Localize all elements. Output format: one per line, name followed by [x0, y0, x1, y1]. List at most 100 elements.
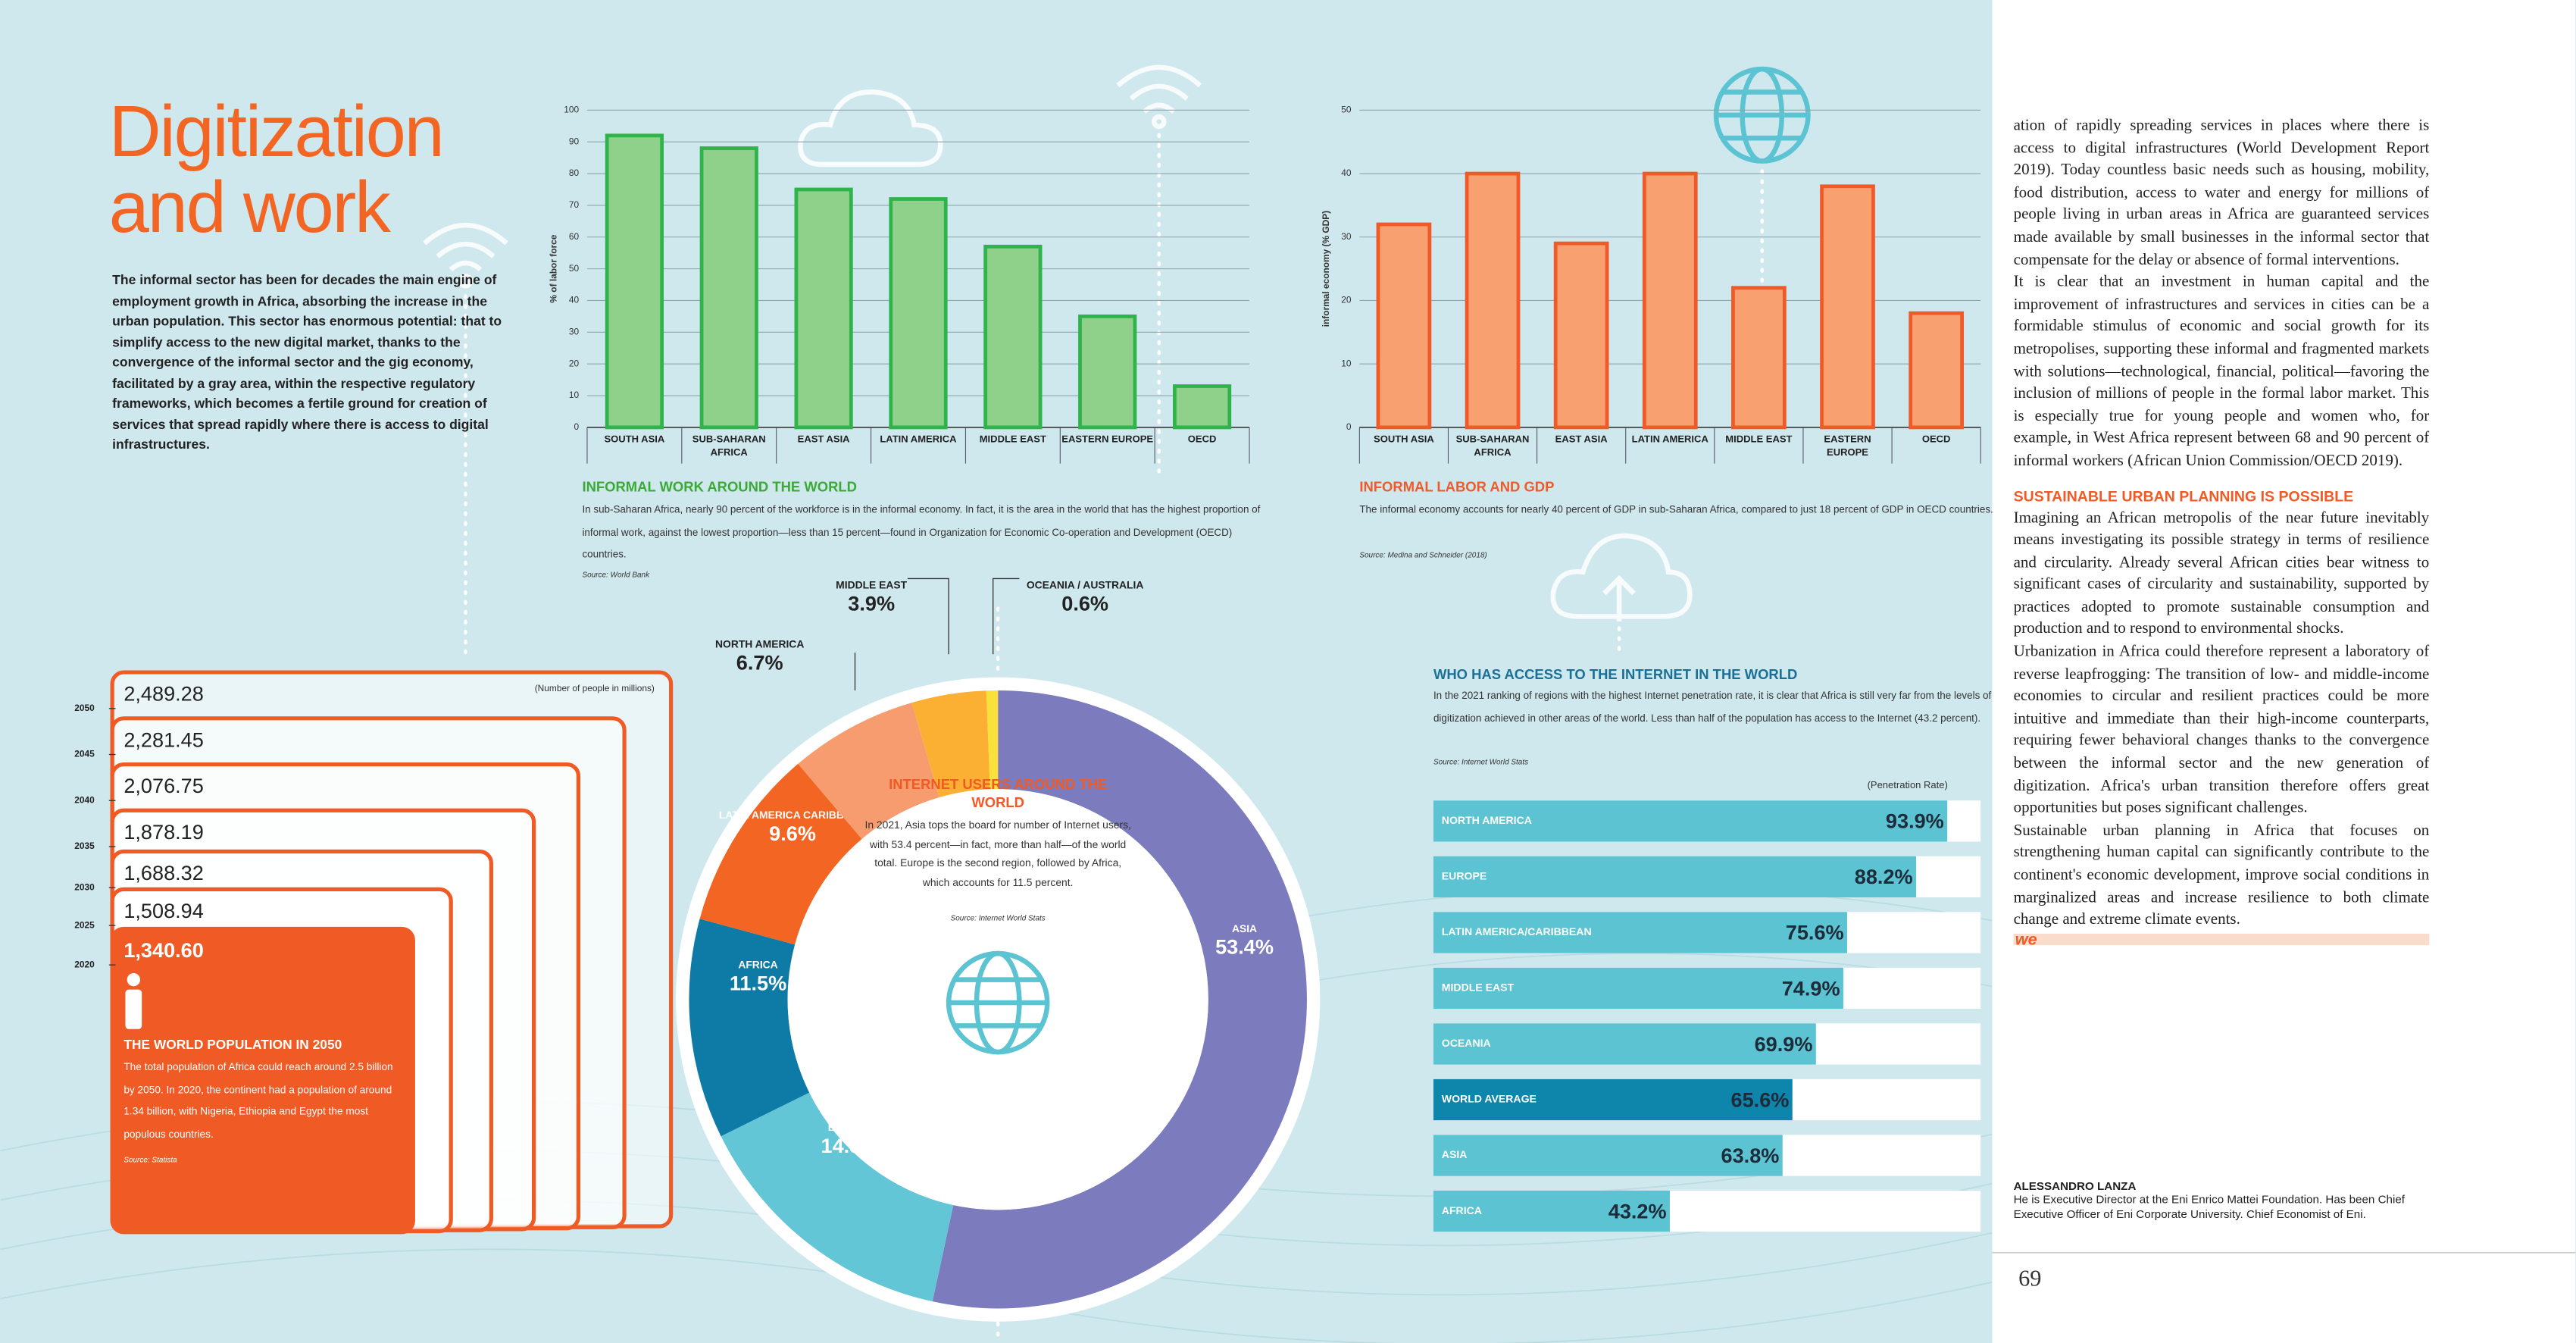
y-tick-label: 50 [1341, 104, 1352, 114]
donut-text-box: In 2021, Asia tops the board for number … [865, 820, 1131, 888]
donut-hole [787, 789, 1208, 1210]
globe-icon [1713, 66, 1811, 164]
y-tick-label: 70 [569, 199, 580, 210]
chart-title: THE WORLD POPULATION IN 2050 [123, 1037, 342, 1053]
category-label: AFRICA [1442, 1204, 1482, 1216]
x-tick-label: EAST ASIA [1555, 435, 1608, 446]
chart-text: In the 2021 ranking of regions with the … [1433, 690, 1992, 725]
donut-slice [911, 690, 990, 798]
y-tick-label: 10 [569, 390, 580, 400]
slice-label: OCEANIA / AUSTRALIA [1026, 579, 1144, 591]
globe-part [949, 977, 1048, 1028]
intro-text: The informal sector has been for decades… [112, 273, 502, 452]
value-label: 74.9% [1782, 976, 1840, 1000]
chart-title-box: THE WORLD POPULATION IN 2050 [123, 1037, 342, 1053]
x-tick-label: LATIN AMERICA [880, 435, 957, 446]
x-tick-label: EAST ASIA [797, 435, 850, 446]
slice-label-box: AFRICA [738, 960, 777, 971]
bar [1433, 1023, 1816, 1065]
bar [1433, 1078, 1793, 1121]
y-tick-label: 80 [569, 167, 580, 178]
bar [1553, 241, 1609, 430]
category-label: LATIN AMERICA/CARIBBEAN [1442, 925, 1592, 938]
bar [1465, 171, 1521, 430]
value-label: 63.8% [1721, 1144, 1780, 1167]
bar [1433, 1135, 1783, 1176]
bar [605, 133, 664, 430]
article-box: ation of rapidly spreading services in p… [2014, 115, 2430, 931]
category-label: OCEANIA [1442, 1037, 1491, 1049]
bar [1172, 384, 1232, 430]
icon-part [125, 989, 142, 1029]
value-label: 43.2% [1608, 1199, 1667, 1222]
chart-text: The total population of Africa could rea… [123, 1062, 393, 1141]
y-tick-label: 100 [564, 104, 579, 114]
bar [1433, 1190, 1670, 1232]
chart-source: Source: Statista [123, 1155, 177, 1164]
donut-slice [932, 690, 1307, 1309]
chart-source-box: Source: World Bank [582, 571, 649, 579]
bar [1731, 286, 1787, 430]
slice-label-box: NORTH AMERICA [715, 639, 804, 650]
slice-label-box: OCEANIA / AUSTRALIA [1026, 579, 1144, 591]
slice-label-box: LATIN AMERICA CARIBBEAN [719, 809, 866, 821]
author-name: ALESSANDRO LANZA [2014, 1180, 2137, 1193]
x-tick-label-box: SUB-SAHARAN AFRICA [1456, 436, 1530, 458]
x-tick-label-box: LATIN AMERICA [1632, 436, 1708, 446]
value-label: 65.6% [1731, 1088, 1790, 1111]
donut-slice [699, 763, 862, 945]
x-tick-label: EASTERN EUROPE [1824, 435, 1871, 459]
y-tick-label: 30 [1341, 231, 1352, 242]
year-label: 2035 [74, 841, 95, 851]
category-label: NORTH AMERICA [1442, 814, 1532, 826]
article: ation of rapidly spreading services in p… [2014, 115, 2430, 931]
value-label: 2,281.45 [123, 728, 204, 751]
x-tick-label-box: OECD [1188, 436, 1217, 446]
y-tick-label: 90 [569, 136, 580, 146]
x-tick-label-box: SOUTH ASIA [604, 436, 664, 446]
chart-source: Source: Medina and Schneider (2018) [1359, 550, 1487, 559]
page-title: Digitization and work [108, 95, 445, 249]
donut-source: Source: Internet World Stats [950, 913, 1046, 922]
category-label: MIDDLE EAST [1442, 981, 1515, 994]
x-tick-label-box: OECD [1922, 436, 1951, 446]
y-tick-label: 10 [1341, 358, 1352, 368]
category-label: ASIA [1442, 1148, 1468, 1160]
y-tick-label: 20 [569, 358, 580, 368]
donut-source-box: Source: Internet World Stats [950, 913, 1046, 922]
author-bio-box: He is Executive Director at the Eni Enri… [2013, 1194, 2406, 1222]
bar [794, 187, 853, 430]
chart-source: Source: Internet World Stats [1433, 757, 1529, 766]
year-label: 2045 [74, 749, 95, 759]
globe-icon [946, 950, 1050, 1055]
chart-text-box: In the 2021 ranking of regions with the … [1433, 690, 1992, 725]
value-label: 75.6% [1786, 921, 1844, 944]
x-tick-label-box: EASTERN EUROPE [1824, 435, 1871, 459]
y-axis-label: % of labor force [549, 234, 559, 302]
x-tick-label-box: LATIN AMERICA [880, 435, 957, 446]
article-heading: SUSTAINABLE URBAN PLANNING IS POSSIBLE [2013, 487, 2354, 504]
x-tick-label-box: EASTERN EUROPE [1061, 435, 1154, 446]
year-label: 2030 [74, 881, 95, 892]
chart-title-box: WHO HAS ACCESS TO THE INTERNET IN THE WO… [1433, 665, 1797, 682]
bar [1433, 912, 1847, 953]
value-label: 1,508.94 [123, 899, 204, 922]
x-tick-label: MIDDLE EAST [979, 435, 1046, 446]
value-label: 88.2% [1855, 865, 1913, 888]
value-label: 1,878.19 [123, 820, 204, 844]
author-bio: He is Executive Director at the Eni Enri… [2013, 1194, 2406, 1222]
article-paragraph: ation of rapidly spreading services in p… [2013, 116, 2430, 269]
slice-label-box: ASIA [1231, 922, 1258, 935]
chart-text-box: The total population of Africa could rea… [123, 1062, 393, 1141]
cloud-icon [798, 89, 943, 167]
intro-text-box: The informal sector has been for decades… [112, 273, 502, 452]
chart-source-box: Source: Statista [123, 1155, 177, 1164]
unit-label: (Penetration Rate) [1868, 779, 1948, 790]
slice-label: ASIA [1231, 922, 1258, 935]
x-tick-label: EASTERN EUROPE [1061, 435, 1154, 446]
y-axis-label: informal economy (% GDP) [1321, 211, 1331, 327]
chart-source-box: Source: Medina and Schneider (2018) [1359, 550, 1487, 559]
bar [1376, 222, 1432, 430]
